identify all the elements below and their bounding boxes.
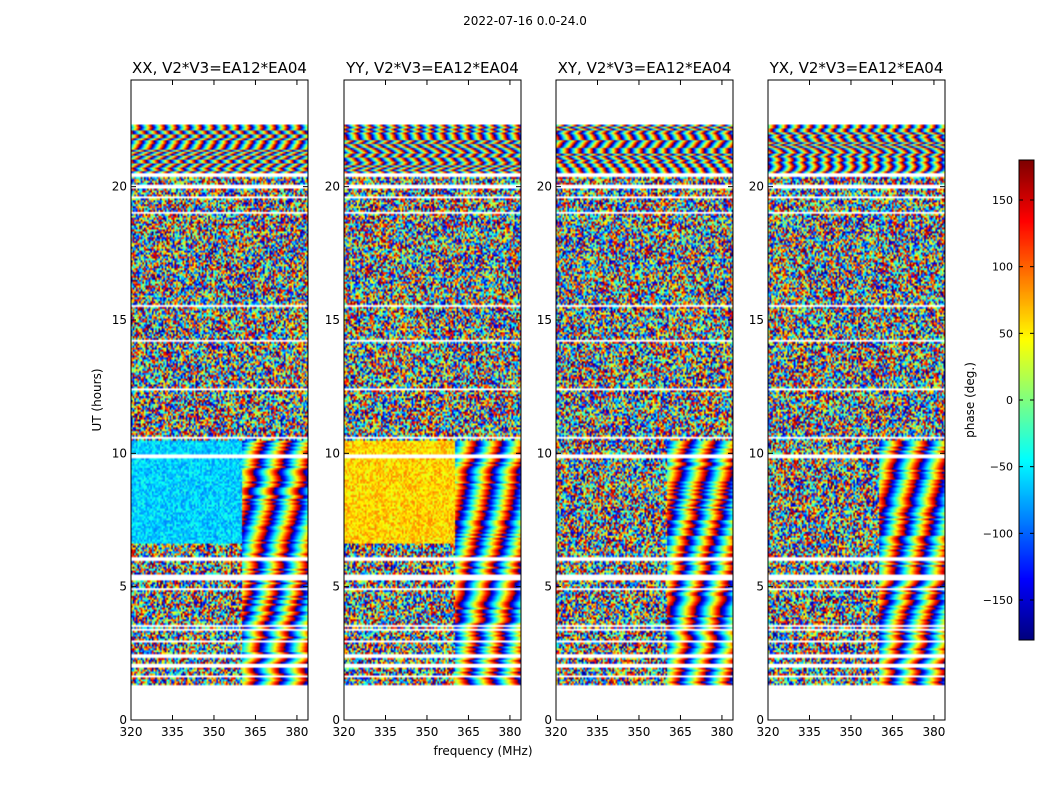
axes-frame (555, 79, 734, 721)
x-tick-label: 380 (922, 725, 945, 739)
colorbar-tick-label: 150 (992, 194, 1013, 207)
y-tick-label: 20 (112, 180, 127, 194)
x-tick-label: 320 (333, 725, 356, 739)
x-tick-label: 350 (203, 725, 226, 739)
x-tick-label: 320 (545, 725, 568, 739)
colorbar-gradient (1019, 160, 1034, 640)
y-tick-label: 20 (749, 180, 764, 194)
y-tick-label: 15 (537, 313, 552, 327)
y-tick-label: 5 (544, 580, 552, 594)
x-tick-label: 350 (416, 725, 439, 739)
y-tick-label: 5 (756, 580, 764, 594)
x-tick-label: 350 (840, 725, 863, 739)
colorbar-tick-label: −50 (990, 461, 1013, 474)
x-tick-label: 320 (120, 725, 143, 739)
figure-suptitle: 2022-07-16 0.0-24.0 (463, 14, 587, 28)
x-tick-label: 350 (628, 725, 651, 739)
phase-raster (131, 80, 308, 720)
axes-frame (767, 79, 946, 721)
panel-3: XY, V2*V3=EA12*EA04 320 335 350 365 380 0 5 10 15… (537, 59, 734, 739)
y-tick-label: 20 (537, 180, 552, 194)
phase-raster (768, 80, 945, 720)
y-tick-label: 5 (119, 580, 127, 594)
colorbar-tick-label: −100 (983, 527, 1013, 540)
colorbar-tick-label: 100 (992, 261, 1013, 274)
x-tick-label: 365 (457, 725, 480, 739)
x-tick-label: 335 (374, 725, 397, 739)
y-tick-label: 20 (325, 180, 340, 194)
colorbar: 150 100 50 0 −50 −100 −150 (983, 159, 1035, 641)
x-tick-label: 380 (710, 725, 733, 739)
x-tick-label: 380 (285, 725, 308, 739)
colorbar-label: phase (deg.) (963, 362, 977, 438)
y-tick-label: 0 (332, 713, 340, 727)
y-tick-label: 0 (756, 713, 764, 727)
axes-frame (343, 79, 522, 721)
panel-title: XX, V2*V3=EA12*EA04 (132, 59, 307, 77)
y-tick-label: 5 (332, 580, 340, 594)
y-tick-label: 15 (112, 313, 127, 327)
y-axis-label: UT (hours) (90, 368, 104, 431)
y-tick-label: 15 (325, 313, 340, 327)
y-tick-label: 0 (544, 713, 552, 727)
panel-4: YX, V2*V3=EA12*EA04 320 335 350 365 380 0 5 10 15… (749, 59, 946, 739)
x-axis-label: frequency (MHz) (433, 744, 532, 758)
panel-1: XX, V2*V3=EA12*EA04 320 335 350 365 380 0 5 10 15… (112, 59, 309, 739)
panel-title: XY, V2*V3=EA12*EA04 (558, 59, 732, 77)
x-tick-label: 365 (669, 725, 692, 739)
panel-title: YY, V2*V3=EA12*EA04 (345, 59, 519, 77)
x-tick-label: 335 (798, 725, 821, 739)
x-tick-label: 365 (244, 725, 267, 739)
panel-title: YX, V2*V3=EA12*EA04 (769, 59, 944, 77)
colorbar-tick-label: −150 (983, 594, 1013, 607)
y-tick-label: 0 (119, 713, 127, 727)
phase-raster (344, 80, 521, 720)
colorbar-tick-label: 50 (999, 327, 1013, 340)
x-tick-label: 380 (498, 725, 521, 739)
y-tick-label: 10 (537, 446, 552, 460)
colorbar-tick-label: 0 (1006, 394, 1013, 407)
phase-raster (556, 80, 733, 720)
axes-frame (130, 79, 309, 721)
x-tick-label: 335 (586, 725, 609, 739)
x-tick-label: 335 (161, 725, 184, 739)
y-tick-label: 10 (112, 446, 127, 460)
y-tick-label: 15 (749, 313, 764, 327)
y-tick-label: 10 (749, 446, 764, 460)
panel-2: YY, V2*V3=EA12*EA04 320 335 350 365 380 0 5 10 15… (325, 59, 522, 739)
x-tick-label: 320 (757, 725, 780, 739)
y-tick-label: 10 (325, 446, 340, 460)
x-tick-label: 365 (881, 725, 904, 739)
